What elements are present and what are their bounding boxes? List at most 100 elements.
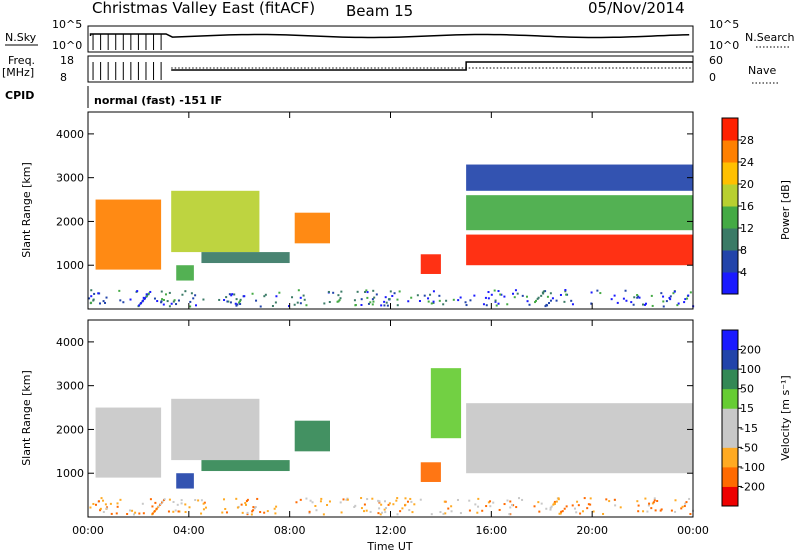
speckle — [228, 293, 231, 296]
speckle — [255, 299, 258, 302]
colorbar-tick-label: 50 — [740, 383, 754, 396]
speckle — [320, 497, 323, 500]
speckle — [366, 291, 369, 294]
speckle — [236, 506, 239, 509]
speckle — [660, 292, 663, 295]
speckle — [487, 297, 490, 300]
x-tick-label: 00:00 — [677, 524, 709, 537]
speckle — [153, 510, 156, 513]
speckle — [411, 511, 414, 514]
speckle — [662, 300, 665, 303]
freq-min: 8 — [60, 71, 67, 84]
speckle — [647, 504, 650, 507]
speckle — [676, 304, 679, 307]
speckle — [514, 289, 517, 292]
colorbar-tick-label: 24 — [740, 156, 754, 169]
speckle — [388, 502, 391, 505]
speckle — [377, 500, 380, 503]
speckle — [354, 504, 357, 507]
speckle — [576, 500, 579, 503]
heatmap-region — [201, 460, 290, 472]
speckle — [223, 498, 226, 501]
speckle — [92, 298, 95, 301]
speckle — [384, 500, 387, 503]
speckle — [259, 511, 262, 514]
speckle — [438, 294, 441, 297]
speckle — [243, 295, 246, 298]
speckle — [526, 300, 529, 303]
speckle — [548, 302, 551, 305]
speckle — [241, 511, 244, 514]
speckle — [159, 502, 162, 505]
speckle — [442, 303, 445, 306]
colorbar-swatch — [722, 228, 738, 251]
x-tick-label: 12:00 — [375, 524, 407, 537]
speckle — [162, 299, 165, 302]
speckle — [200, 499, 203, 502]
speckle — [274, 512, 277, 515]
speckle — [581, 510, 584, 513]
speckle — [536, 297, 539, 300]
speckle — [230, 294, 233, 297]
speckle — [512, 504, 515, 507]
speckle — [99, 509, 102, 512]
speckle — [308, 510, 311, 513]
speckle — [319, 500, 322, 503]
speckle — [225, 296, 228, 299]
speckle — [162, 303, 165, 306]
speckle — [518, 497, 521, 500]
speckle — [138, 512, 141, 515]
speckle — [337, 300, 340, 303]
speckle — [379, 513, 382, 516]
speckle — [160, 300, 163, 303]
speckle — [88, 297, 91, 300]
speckle — [525, 295, 528, 298]
speckle — [229, 301, 232, 304]
speckle — [558, 512, 561, 515]
speckle — [549, 299, 552, 302]
speckle — [194, 304, 197, 307]
speckle — [589, 497, 592, 500]
speckle — [299, 498, 302, 501]
speckle — [633, 296, 636, 299]
colorbar-swatch — [722, 206, 738, 229]
speckle — [668, 296, 671, 299]
speckle — [302, 294, 305, 297]
speckle — [239, 303, 242, 306]
heatmap-region — [420, 462, 441, 482]
speckle — [625, 299, 628, 302]
speckle — [511, 503, 514, 506]
velocity-colorbar-label: Velocity [m s⁻¹] — [779, 375, 792, 460]
speckle — [375, 293, 378, 296]
freq-max: 18 — [60, 54, 74, 67]
speckle — [100, 497, 103, 500]
speckle — [160, 290, 163, 293]
colorbar-swatch — [722, 427, 738, 448]
y-tick-label: 2000 — [56, 215, 84, 228]
speckle — [457, 299, 460, 302]
speckle — [363, 510, 366, 513]
speckle — [161, 500, 164, 503]
speckle — [295, 501, 298, 504]
speckle — [393, 292, 396, 295]
speckle — [503, 295, 506, 298]
speckle — [223, 299, 226, 302]
speckle — [189, 305, 192, 308]
speckle — [385, 301, 388, 304]
heatmap-region — [95, 199, 162, 270]
speckle — [340, 511, 343, 514]
freq-trace — [92, 61, 693, 80]
speckle — [549, 292, 552, 295]
speckle — [200, 512, 203, 515]
speckle — [105, 296, 108, 299]
speckle — [104, 503, 107, 506]
speckle — [116, 505, 119, 508]
speckle — [384, 296, 387, 299]
speckle — [384, 507, 387, 510]
plot-title: Christmas Valley East (fitACF) — [92, 0, 315, 17]
power-colorbar: 4 8 12 16 20 24 28 — [721, 117, 754, 295]
colorbar-swatch — [722, 184, 738, 207]
speckle — [540, 502, 543, 505]
speckle — [549, 506, 552, 509]
speckle — [323, 302, 326, 305]
